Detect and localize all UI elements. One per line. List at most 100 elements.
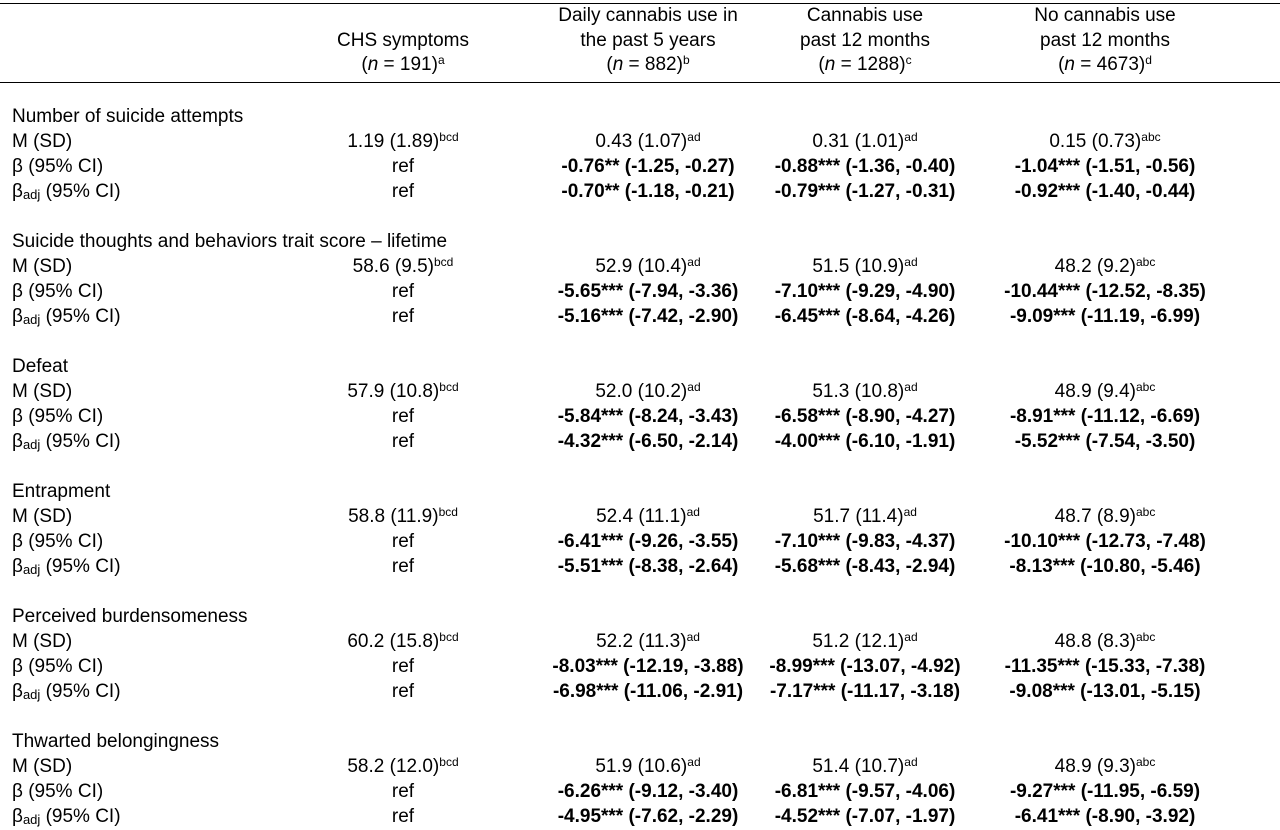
header-n: (n = 4673)d	[1058, 53, 1152, 75]
msd-cell: 51.3 (10.8)ad	[715, 379, 1015, 404]
header-column-daily: Daily cannabis use in the past 5 years (…	[498, 4, 798, 78]
msd-value: 51.9 (10.6)	[595, 756, 688, 777]
msd-superscript: abc	[1135, 505, 1156, 519]
beta-adj-cell: -9.08*** (-13.01, -5.15)	[1009, 681, 1201, 702]
beta-adj-cell: -7.17*** (-11.17, -3.18)	[769, 681, 961, 702]
msd-cell: 0.43 (1.07)ad	[498, 129, 798, 154]
header-n: (n = 191)a	[361, 53, 445, 75]
msd-cell: 51.9 (10.6)ad	[498, 754, 798, 779]
section-title-row: Perceived burdensomeness	[0, 604, 1280, 629]
msd-superscript: ad	[687, 130, 701, 144]
adj-subscript: adj	[22, 312, 41, 327]
beta-symbol: β	[12, 181, 23, 202]
row-label-beta-adj: βadj (95% CI)	[12, 679, 121, 704]
beta-cell: -6.58*** (-8.90, -4.27)	[774, 406, 956, 427]
beta-adj-cell: -0.70** (-1.18, -0.21)	[561, 181, 735, 202]
table-row: M (SD) 58.8 (11.9)bcd 52.4 (11.1)ad 51.7 (1…	[0, 504, 1280, 529]
msd-superscript: bcd	[439, 380, 459, 394]
msd-value: 52.9 (10.4)	[595, 256, 688, 277]
msd-superscript: bcd	[438, 505, 458, 519]
beta-adj-cell: -6.41*** (-8.90, -3.92)	[1014, 806, 1196, 827]
msd-cell: 51.7 (11.4)ad	[715, 504, 1015, 529]
header-n: (n = 882)b	[606, 53, 690, 75]
beta-adj-cell: ref	[391, 806, 415, 827]
adj-subscript: adj	[22, 812, 41, 827]
beta-adj-cell: -4.32*** (-6.50, -2.14)	[557, 431, 739, 452]
msd-superscript: bcd	[439, 630, 459, 644]
msd-superscript: bcd	[439, 755, 459, 769]
beta-adj-cell: -6.98*** (-11.06, -2.91)	[552, 681, 744, 702]
table-row: β (95% CI) ref -6.41*** (-9.26, -3.55) -7.1…	[0, 529, 1280, 554]
msd-cell: 52.2 (11.3)ad	[498, 629, 798, 654]
row-label-beta-adj: βadj (95% CI)	[12, 179, 121, 204]
beta-cell: -1.04*** (-1.51, -0.56)	[1014, 156, 1196, 177]
table-row: β (95% CI) ref -8.03*** (-12.19, -3.88) -8.…	[0, 654, 1280, 679]
msd-cell: 0.15 (0.73)abc	[955, 129, 1255, 154]
beta-cell: -10.44*** (-12.52, -8.35)	[1004, 281, 1206, 302]
header-line1: No cannabis use	[1034, 5, 1176, 26]
msd-superscript: bcd	[433, 255, 454, 269]
msd-value: 51.5 (10.9)	[812, 256, 905, 277]
header-line2: past 12 months	[1040, 29, 1170, 51]
section-title-row: Suicide thoughts and behaviors trait sco…	[0, 229, 1280, 254]
row-label-beta-adj: βadj (95% CI)	[12, 554, 121, 579]
msd-cell: 48.2 (9.2)abc	[955, 254, 1255, 279]
adj-subscript: adj	[22, 562, 41, 577]
beta-cell: -0.88*** (-1.36, -0.40)	[774, 156, 956, 177]
row-label-beta: β (95% CI)	[12, 656, 104, 677]
msd-superscript: ad	[904, 255, 918, 269]
msd-superscript: ad	[686, 505, 700, 519]
row-label-msd: M (SD)	[12, 756, 73, 777]
row-label-beta-adj: βadj (95% CI)	[12, 804, 121, 829]
adj-subscript: adj	[22, 687, 41, 702]
beta-cell: -8.03*** (-12.19, -3.88)	[552, 656, 744, 677]
table-row: βadj (95% CI) ref -6.98*** (-11.06, -2.91)…	[0, 679, 1280, 704]
table-row: M (SD) 58.2 (12.0)bcd 51.9 (10.6)ad 51.4 (1…	[0, 754, 1280, 779]
table-row: βadj (95% CI) ref -4.32*** (-6.50, -2.14) -…	[0, 429, 1280, 454]
msd-value: 48.8 (8.3)	[1054, 631, 1136, 652]
table-top-rule	[0, 3, 1280, 4]
beta-cell: -9.27*** (-11.95, -6.59)	[1009, 781, 1201, 802]
beta-cell: -8.91*** (-11.12, -6.69)	[1009, 406, 1201, 427]
row-label-beta-adj: βadj (95% CI)	[12, 429, 121, 454]
beta-cell: ref	[391, 531, 415, 552]
section-title-row: Entrapment	[0, 479, 1280, 504]
msd-superscript: bcd	[439, 130, 459, 144]
beta-adj-cell: ref	[391, 556, 415, 577]
row-label-beta: β (95% CI)	[12, 406, 104, 427]
beta-cell: -7.10*** (-9.83, -4.37)	[774, 531, 956, 552]
row-label-beta: β (95% CI)	[12, 781, 104, 802]
row-label-msd: M (SD)	[12, 381, 73, 402]
section-title-row: Defeat	[0, 354, 1280, 379]
beta-adj-cell: -9.09*** (-11.19, -6.99)	[1009, 306, 1201, 327]
adj-subscript: adj	[22, 437, 41, 452]
table-row: M (SD) 60.2 (15.8)bcd 52.2 (11.3)ad 51.2 (1…	[0, 629, 1280, 654]
msd-cell: 58.2 (12.0)bcd	[253, 754, 553, 779]
beta-adj-cell: -8.13*** (-10.80, -5.46)	[1009, 556, 1201, 577]
header-line2: past 12 months	[800, 29, 930, 51]
msd-value: 0.31 (1.01)	[812, 131, 905, 152]
table-row: βadj (95% CI) ref -4.95*** (-7.62, -2.29) -…	[0, 804, 1280, 829]
beta-cell: -8.99*** (-13.07, -4.92)	[769, 656, 961, 677]
msd-value: 48.9 (9.3)	[1054, 756, 1136, 777]
beta-cell: -10.10*** (-12.73, -7.48)	[1004, 531, 1206, 552]
beta-adj-cell: -0.79*** (-1.27, -0.31)	[774, 181, 956, 202]
beta-adj-cell: -6.45*** (-8.64, -4.26)	[774, 306, 956, 327]
table-row: β (95% CI) ref -5.84*** (-8.24, -3.43) -6.5…	[0, 404, 1280, 429]
msd-value: 0.15 (0.73)	[1049, 131, 1142, 152]
msd-value: 60.2 (15.8)	[347, 631, 440, 652]
beta-cell: -6.41*** (-9.26, -3.55)	[557, 531, 739, 552]
beta-adj-cell: ref	[391, 306, 415, 327]
ci-label: (95% CI)	[40, 306, 121, 327]
msd-cell: 58.6 (9.5)bcd	[253, 254, 553, 279]
msd-cell: 48.8 (8.3)abc	[955, 629, 1255, 654]
msd-cell: 48.7 (8.9)abc	[955, 504, 1255, 529]
msd-superscript: ad	[686, 630, 700, 644]
header-column-chs: CHS symptoms (n = 191)a	[253, 4, 553, 78]
msd-value: 58.6 (9.5)	[352, 256, 434, 277]
msd-superscript: ad	[904, 130, 918, 144]
header-line2: the past 5 years	[580, 29, 716, 51]
row-label-msd: M (SD)	[12, 256, 73, 277]
table-row: βadj (95% CI) ref -5.51*** (-8.38, -2.64) -…	[0, 554, 1280, 579]
row-label-msd: M (SD)	[12, 131, 73, 152]
